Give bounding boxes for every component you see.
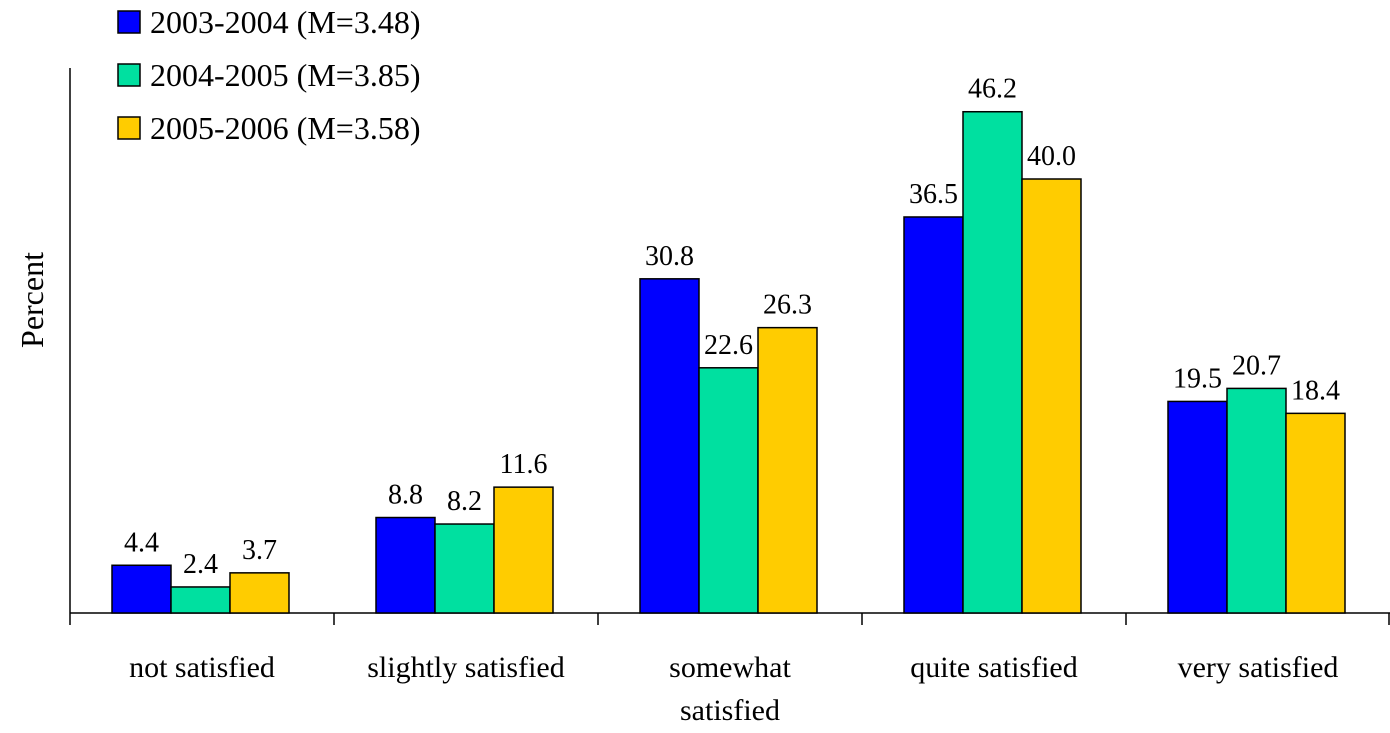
data-label: 46.2 [968, 74, 1017, 105]
x-tick-label: very satisfied [1178, 651, 1339, 684]
x-tick-label-line: very satisfied [1178, 651, 1339, 684]
data-label: 8.2 [447, 486, 482, 517]
data-label: 40.0 [1027, 141, 1076, 172]
data-label: 18.4 [1291, 375, 1340, 406]
legend-label: 2003-2004 (M=3.48) [150, 4, 420, 40]
legend-label: 2004-2005 (M=3.85) [150, 57, 420, 93]
data-label: 22.6 [704, 330, 753, 361]
bar [757, 326, 818, 614]
bar [639, 278, 700, 614]
bar [1167, 400, 1228, 614]
bar [1226, 387, 1287, 614]
x-tick-label: somewhat satisfied [669, 651, 791, 727]
data-label: 4.4 [124, 527, 159, 558]
data-label: 30.8 [645, 241, 694, 272]
x-tick-label-line: somewhat [669, 651, 791, 684]
bar [698, 367, 759, 614]
x-tick-label: not satisfied [129, 651, 275, 684]
data-label: 2.4 [183, 549, 218, 580]
category-tick-labels: not satisfied slightly satisfied somewhat s… [129, 651, 1338, 727]
data-label: 19.5 [1173, 363, 1222, 394]
data-labels: 4.4 2.4 3.7 8.8 8.2 11.6 30.8 22.6 26.3 36.5 46.2 4… [124, 74, 1340, 580]
bar [111, 564, 172, 614]
bar [1021, 178, 1082, 614]
bar [229, 572, 290, 614]
bar [434, 523, 495, 614]
legend-swatch [117, 10, 141, 34]
legend-swatch [117, 116, 141, 140]
data-label: 8.8 [388, 480, 423, 511]
x-tick-label-line: satisfied [680, 694, 780, 727]
x-tick-label: quite satisfied [910, 651, 1077, 684]
data-label: 11.6 [500, 449, 548, 480]
x-tick-label: slightly satisfied [367, 651, 565, 684]
data-label: 36.5 [909, 179, 958, 210]
bar [375, 516, 436, 614]
bars [111, 110, 1346, 614]
bar [170, 586, 231, 614]
x-tick-label-line: slightly satisfied [367, 651, 565, 684]
bar [493, 486, 554, 614]
legend: 2003-2004 (M=3.48) 2004-2005 (M=3.85) 2005… [117, 4, 420, 146]
bar [962, 110, 1023, 614]
y-axis-label: Percent [14, 252, 50, 348]
data-label: 3.7 [242, 535, 277, 566]
x-tick-label-line: not satisfied [129, 651, 275, 684]
data-label: 20.7 [1232, 350, 1281, 381]
x-tick-label-line: quite satisfied [910, 651, 1077, 684]
bar [1285, 412, 1346, 614]
bar [903, 216, 964, 614]
data-label: 26.3 [763, 290, 812, 321]
legend-label: 2005-2006 (M=3.58) [150, 110, 420, 146]
legend-swatch [117, 63, 141, 87]
